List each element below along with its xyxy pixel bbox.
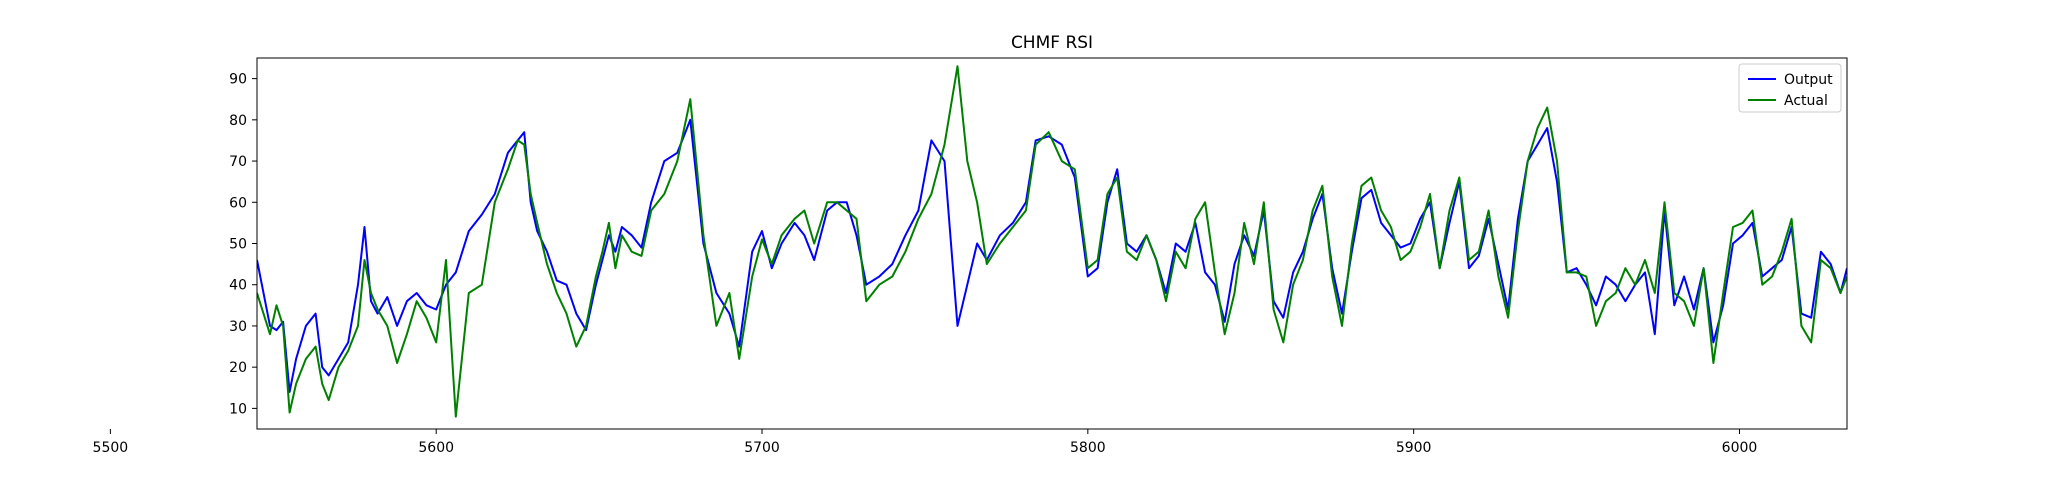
x-tick-label: 5900 (1396, 440, 1432, 456)
x-axis: 5500 5600 5700 5800 5900 6000 (93, 429, 1758, 456)
plot-lines (257, 65, 1847, 418)
x-tick-label: 5500 (93, 440, 129, 456)
y-tick-label: 90 (229, 72, 247, 88)
series-line-actual (257, 65, 1847, 418)
plot-frame (256, 57, 1848, 430)
y-tick-label: 80 (229, 113, 247, 129)
x-tick-label: 5800 (1070, 440, 1106, 456)
y-tick-label: 10 (229, 401, 247, 417)
y-tick-label: 40 (229, 278, 247, 294)
x-tick-label: 6000 (1722, 440, 1758, 456)
legend-label-actual: Actual (1784, 93, 1828, 109)
legend-label-output: Output (1784, 72, 1833, 88)
y-tick-label: 30 (229, 319, 247, 335)
y-tick-label: 60 (229, 195, 247, 211)
legend: Output Actual (1738, 63, 1842, 113)
x-tick-label: 5700 (744, 440, 780, 456)
series-line-output (257, 118, 1847, 393)
x-tick-label: 5600 (418, 440, 454, 456)
y-tick-label: 20 (229, 360, 247, 376)
y-tick-label: 70 (229, 154, 247, 170)
y-axis: 10 20 30 40 50 60 70 80 90 (229, 72, 257, 417)
y-tick-label: 50 (229, 237, 247, 253)
chart-title: CHMF RSI (1011, 33, 1093, 53)
